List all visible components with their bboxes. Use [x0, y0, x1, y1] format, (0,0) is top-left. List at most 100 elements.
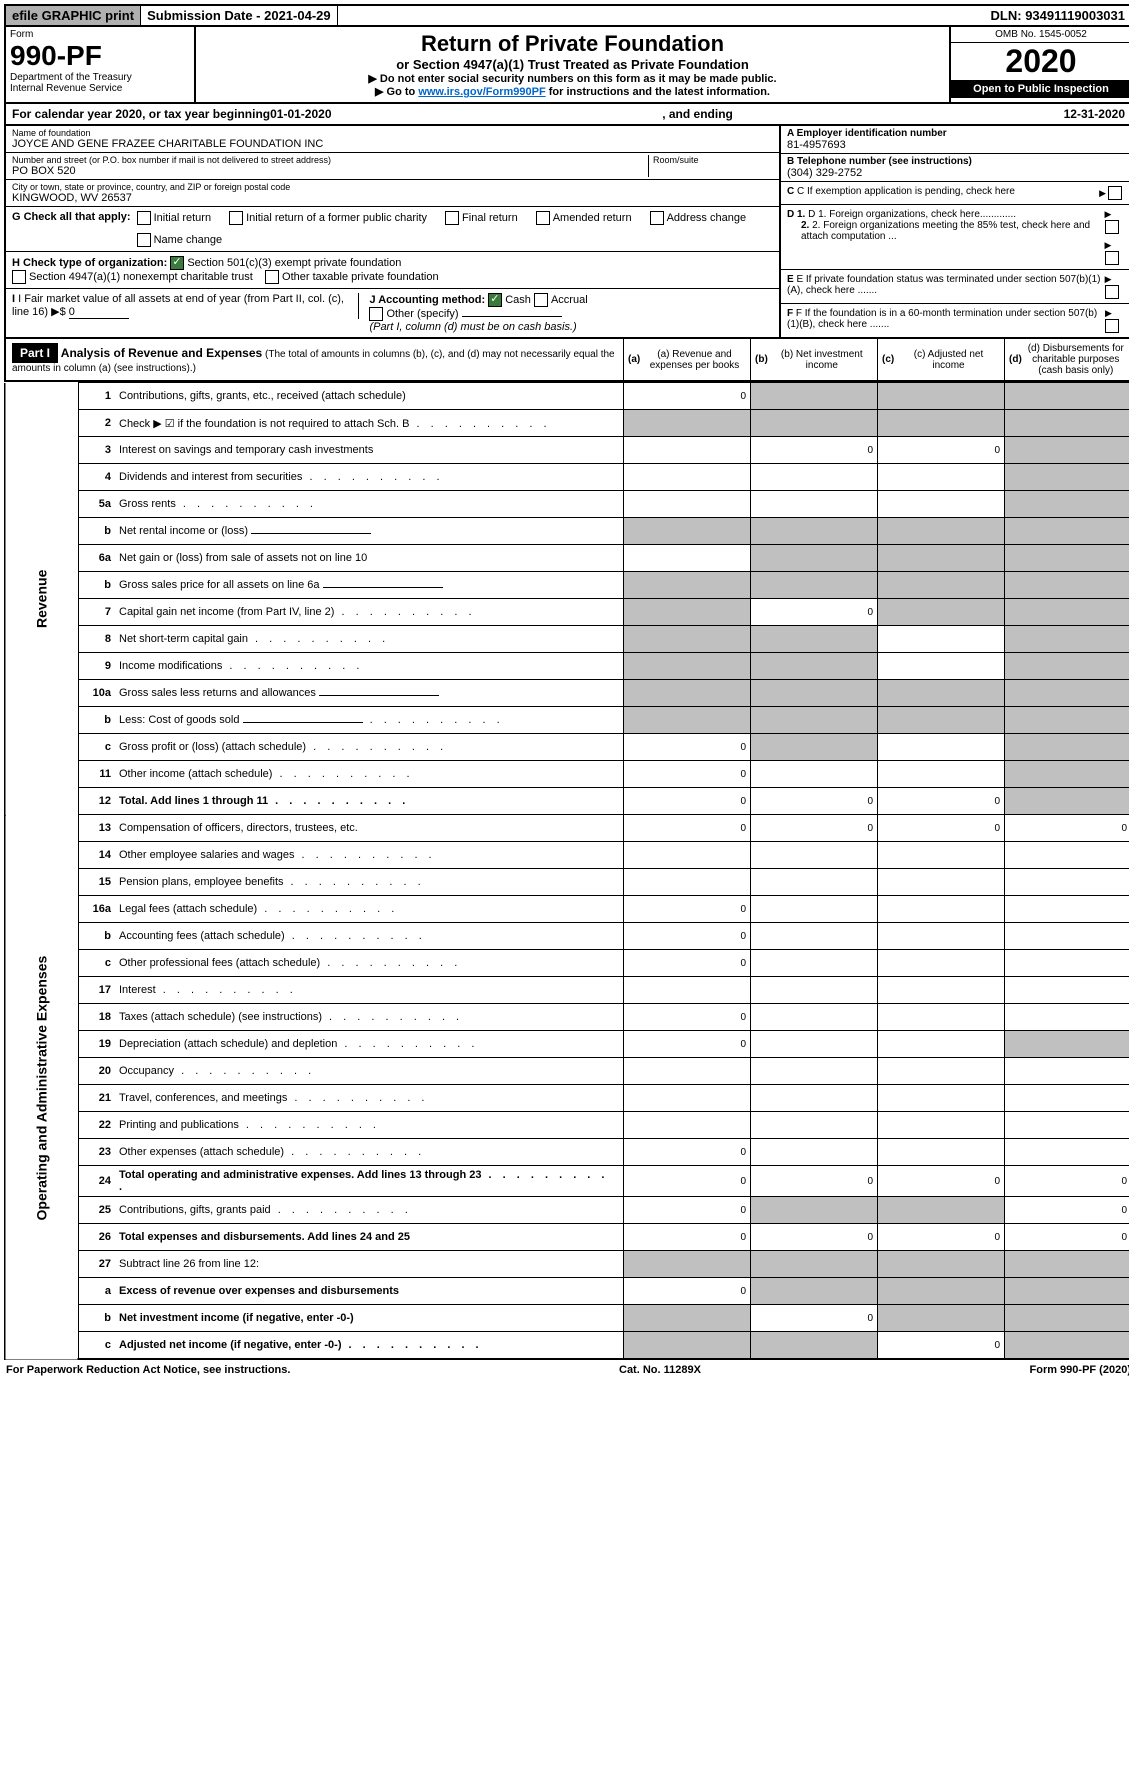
line-number: 14	[79, 842, 116, 869]
amt-col-a	[624, 410, 751, 437]
amt-col-b	[751, 1085, 878, 1112]
amt-col-a: 0	[624, 761, 751, 788]
amt-col-c	[878, 383, 1005, 410]
table-row: 10aGross sales less returns and allowanc…	[5, 680, 1129, 707]
line-number: b	[79, 923, 116, 950]
table-row: 12Total. Add lines 1 through 11000	[5, 788, 1129, 815]
line-desc: Capital gain net income (from Part IV, l…	[115, 599, 624, 626]
chk-4947[interactable]: Section 4947(a)(1) nonexempt charitable …	[12, 271, 253, 283]
chk-initial-former[interactable]: Initial return of a former public charit…	[229, 211, 427, 225]
amt-col-a: 0	[624, 1278, 751, 1305]
amt-col-b	[751, 1197, 878, 1224]
line-desc: Compensation of officers, directors, tru…	[115, 815, 624, 842]
chk-c[interactable]	[1108, 186, 1122, 200]
line-number: 26	[79, 1224, 116, 1251]
line-desc: Excess of revenue over expenses and disb…	[115, 1278, 624, 1305]
part1-header-row: Part I Analysis of Revenue and Expenses …	[4, 339, 1129, 382]
amt-col-d	[1005, 788, 1129, 815]
amt-col-b	[751, 410, 878, 437]
amt-col-c	[878, 1031, 1005, 1058]
amt-col-b: 0	[751, 815, 878, 842]
chk-name-change[interactable]: Name change	[137, 233, 223, 247]
form-label: Form	[10, 29, 190, 40]
amt-col-d	[1005, 1112, 1129, 1139]
amt-col-a	[624, 626, 751, 653]
chk-amended-return[interactable]: Amended return	[536, 211, 632, 225]
line-number: 20	[79, 1058, 116, 1085]
amt-col-c	[878, 977, 1005, 1004]
amt-col-d	[1005, 734, 1129, 761]
amt-col-a: 0	[624, 1031, 751, 1058]
line-desc: Net short-term capital gain	[115, 626, 624, 653]
amt-col-a	[624, 1332, 751, 1360]
chk-other-taxable[interactable]: Other taxable private foundation	[265, 271, 439, 283]
chk-d1[interactable]	[1105, 220, 1119, 234]
table-row: 22Printing and publications	[5, 1112, 1129, 1139]
inspection-label: Open to Public Inspection	[951, 80, 1129, 98]
city-cell: City or town, state or province, country…	[6, 180, 779, 207]
table-row: 24Total operating and administrative exp…	[5, 1166, 1129, 1197]
amt-col-b	[751, 869, 878, 896]
amt-col-d	[1005, 1332, 1129, 1360]
amt-col-b: 0	[751, 437, 878, 464]
line-number: c	[79, 734, 116, 761]
amt-col-a: 0	[624, 1224, 751, 1251]
dln: DLN: 93491119003031	[985, 6, 1129, 25]
amt-col-b	[751, 680, 878, 707]
chk-address-change[interactable]: Address change	[650, 211, 747, 225]
amt-col-c	[878, 653, 1005, 680]
footer-right: Form 990-PF (2020)	[1030, 1364, 1129, 1376]
line-number: 21	[79, 1085, 116, 1112]
form-header: Form 990-PF Department of the Treasury I…	[4, 27, 1129, 104]
chk-501c3[interactable]: Section 501(c)(3) exempt private foundat…	[170, 257, 401, 269]
table-row: 8Net short-term capital gain	[5, 626, 1129, 653]
amt-col-d	[1005, 761, 1129, 788]
table-row: bGross sales price for all assets on lin…	[5, 572, 1129, 599]
table-row: 20Occupancy	[5, 1058, 1129, 1085]
line-number: 8	[79, 626, 116, 653]
table-row: aExcess of revenue over expenses and dis…	[5, 1278, 1129, 1305]
footer-left: For Paperwork Reduction Act Notice, see …	[6, 1364, 290, 1376]
amt-col-c	[878, 1305, 1005, 1332]
amt-col-c	[878, 464, 1005, 491]
amt-col-c: 0	[878, 1166, 1005, 1197]
amt-col-d	[1005, 680, 1129, 707]
chk-initial-return[interactable]: Initial return	[137, 211, 211, 225]
amt-col-a	[624, 707, 751, 734]
chk-other-method[interactable]: Other (specify)	[369, 308, 458, 320]
table-row: cGross profit or (loss) (attach schedule…	[5, 734, 1129, 761]
amt-col-b	[751, 896, 878, 923]
amt-col-c	[878, 1197, 1005, 1224]
table-row: 2Check ▶ ☑ if the foundation is not requ…	[5, 410, 1129, 437]
line-desc: Taxes (attach schedule) (see instruction…	[115, 1004, 624, 1031]
foundation-name-cell: Name of foundation JOYCE AND GENE FRAZEE…	[6, 126, 779, 153]
line-number: 10a	[79, 680, 116, 707]
amt-col-c	[878, 842, 1005, 869]
amt-col-d	[1005, 1305, 1129, 1332]
line-number: 12	[79, 788, 116, 815]
amt-col-b: 0	[751, 1305, 878, 1332]
form-link[interactable]: www.irs.gov/Form990PF	[418, 86, 545, 98]
amt-col-b	[751, 977, 878, 1004]
amt-col-c	[878, 734, 1005, 761]
form-title: Return of Private Foundation	[200, 31, 945, 57]
info-section: Name of foundation JOYCE AND GENE FRAZEE…	[4, 126, 1129, 339]
table-row: 27Subtract line 26 from line 12:	[5, 1251, 1129, 1278]
line-number: a	[79, 1278, 116, 1305]
line-desc: Other income (attach schedule)	[115, 761, 624, 788]
chk-accrual[interactable]: Accrual	[534, 294, 588, 306]
amt-col-b: 0	[751, 599, 878, 626]
page-footer: For Paperwork Reduction Act Notice, see …	[4, 1360, 1129, 1380]
chk-e[interactable]	[1105, 285, 1119, 299]
amt-col-c: 0	[878, 1224, 1005, 1251]
tel-cell: B Telephone number (see instructions) (3…	[781, 154, 1129, 182]
chk-cash[interactable]: Cash	[488, 294, 531, 306]
chk-f[interactable]	[1105, 319, 1119, 333]
line-number: 23	[79, 1139, 116, 1166]
line-number: 11	[79, 761, 116, 788]
chk-d2[interactable]	[1105, 251, 1119, 265]
chk-final-return[interactable]: Final return	[445, 211, 518, 225]
line-desc: Gross rents	[115, 491, 624, 518]
efile-label[interactable]: efile GRAPHIC print	[6, 6, 141, 25]
table-row: 26Total expenses and disbursements. Add …	[5, 1224, 1129, 1251]
